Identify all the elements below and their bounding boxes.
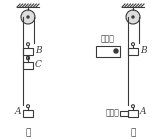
Bar	[120, 111, 128, 116]
Bar	[23, 48, 33, 54]
Bar	[23, 110, 33, 116]
Circle shape	[27, 16, 29, 18]
Text: 挡光片: 挡光片	[105, 109, 119, 117]
Bar	[128, 110, 138, 116]
Circle shape	[21, 10, 35, 24]
Circle shape	[132, 16, 134, 18]
Circle shape	[114, 49, 118, 53]
Bar	[96, 45, 120, 56]
Text: B: B	[140, 45, 147, 54]
Text: 光电门: 光电门	[101, 34, 115, 44]
Text: 甲: 甲	[25, 128, 31, 137]
Text: A: A	[15, 107, 21, 116]
Text: C: C	[35, 59, 42, 69]
Text: B: B	[35, 45, 42, 54]
Bar	[23, 61, 33, 69]
Bar	[128, 48, 138, 54]
Text: 乙: 乙	[130, 128, 136, 137]
Text: A: A	[140, 107, 146, 116]
Circle shape	[126, 10, 140, 24]
